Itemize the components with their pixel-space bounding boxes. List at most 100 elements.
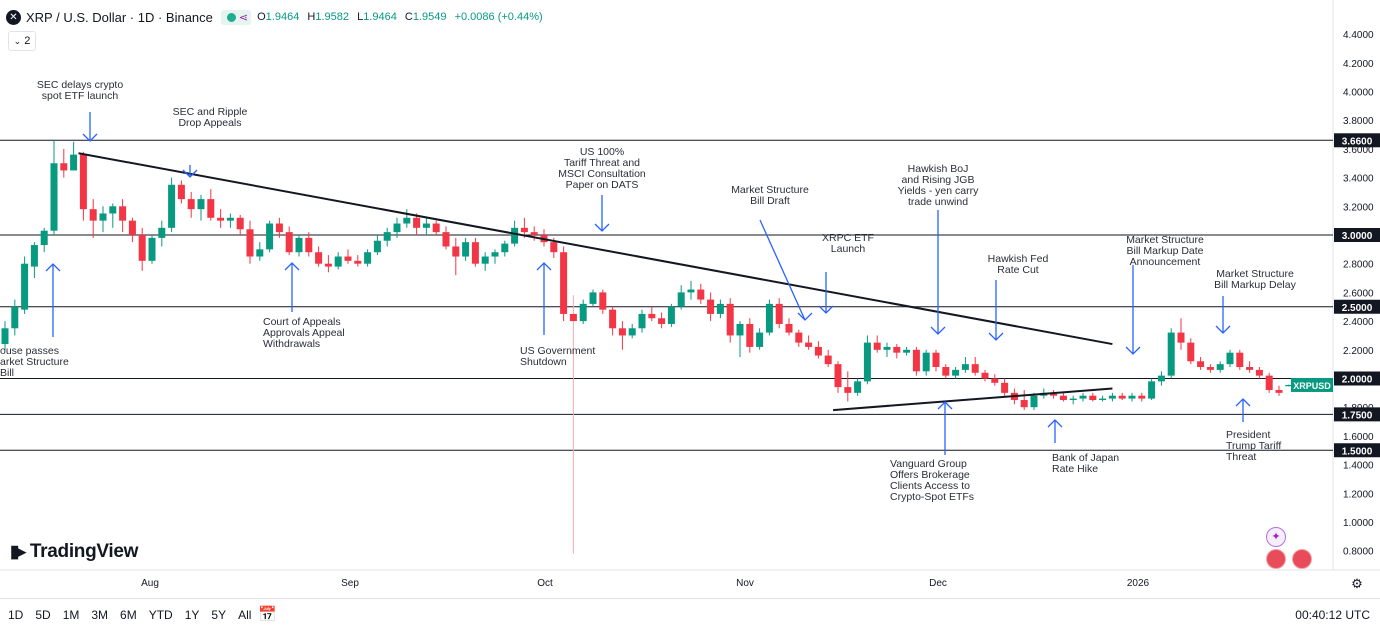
tradingview-mark-icon: ▮▸ xyxy=(10,542,26,561)
annotation-text: Offers Brokerage xyxy=(890,469,970,481)
range-ytd[interactable]: YTD xyxy=(148,608,173,622)
candle-body xyxy=(834,364,842,388)
candle-body xyxy=(932,352,940,368)
calendar-arrow-icon[interactable]: 📅 xyxy=(258,606,277,623)
candle-body xyxy=(883,346,891,350)
x-tick-label: Oct xyxy=(537,578,553,589)
tradingview-logo[interactable]: ▮▸ TradingView xyxy=(10,541,138,563)
annotation-text: Market Structure xyxy=(1126,234,1204,246)
trendline xyxy=(78,152,1113,346)
candle-body xyxy=(1275,389,1283,393)
y-tick-label: 1.0000 xyxy=(1343,518,1374,529)
candle-body xyxy=(942,367,950,376)
candle-body xyxy=(697,289,705,300)
us-flag-event-icon[interactable] xyxy=(1266,549,1286,569)
range-6m[interactable]: 6M xyxy=(120,608,137,622)
candle-body xyxy=(1069,398,1077,401)
annotation-arrowhead xyxy=(594,223,610,232)
candle-body xyxy=(1177,332,1185,343)
level-price-label: 3.0000 xyxy=(1342,231,1373,242)
annotation-arrowhead xyxy=(930,326,946,335)
candle-body xyxy=(530,232,538,235)
range-1y[interactable]: 1Y xyxy=(184,608,200,622)
annotation-text: Drop Appeals xyxy=(178,117,241,129)
candle-body xyxy=(658,318,666,324)
annotation-arrowhead xyxy=(1215,325,1231,334)
range-5d[interactable]: 5D xyxy=(35,608,51,622)
candle-body xyxy=(1236,352,1244,368)
indicator-toggle[interactable]: ⌄ 2 xyxy=(8,31,36,51)
low-value: 1.9464 xyxy=(363,11,397,23)
range-all[interactable]: All xyxy=(238,608,252,622)
annotation-arrowhead xyxy=(988,332,1004,341)
y-tick-label: 2.8000 xyxy=(1343,260,1374,271)
candle-body xyxy=(70,154,78,171)
candle-body xyxy=(687,289,695,293)
annotation-text: XRPC ETF xyxy=(822,232,874,244)
gear-icon[interactable]: ⚙ xyxy=(1351,576,1363,591)
y-tick-label: 3.8000 xyxy=(1343,116,1374,127)
annotation-text: Trump Tariff xyxy=(1226,440,1281,452)
candle-body xyxy=(177,184,185,200)
range-selector: 1D 5D 1M 3M 6M YTD 1Y 5Y All xyxy=(8,608,263,622)
annotation-arrowhead xyxy=(284,262,300,271)
candle-body xyxy=(364,252,372,264)
range-1m[interactable]: 1M xyxy=(62,608,80,622)
price-chart[interactable]: 4.4000 4.2000 4.0000 3.8000 3.6000 3.4000 3.20… xyxy=(0,0,1380,598)
candle-body xyxy=(775,303,783,324)
candle-body xyxy=(628,328,636,336)
y-tick-label: 0.8000 xyxy=(1343,547,1374,558)
share-icon: ⋖ xyxy=(238,11,249,24)
annotation-text: ouse passes xyxy=(0,345,59,357)
utc-clock[interactable]: 00:40:12 UTC xyxy=(1295,608,1370,622)
candle-body xyxy=(1148,381,1156,399)
candle-body xyxy=(334,256,342,267)
range-5y[interactable]: 5Y xyxy=(211,608,227,622)
candle-body xyxy=(1001,382,1009,393)
candle-body xyxy=(520,227,528,233)
candle-body xyxy=(550,242,558,253)
y-tick-label: 2.6000 xyxy=(1343,288,1374,299)
candle-body xyxy=(1285,384,1293,387)
annotation-text: US 100% xyxy=(580,146,624,158)
candle-body xyxy=(266,223,274,250)
candle-body xyxy=(912,349,920,372)
chevron-down-icon: ⌄ xyxy=(13,35,22,46)
candle-body xyxy=(1030,395,1038,408)
candle-body xyxy=(971,364,979,373)
annotation-text: Bill xyxy=(0,367,14,379)
us-flag-event-icon[interactable] xyxy=(1292,549,1312,569)
candle-body xyxy=(1167,332,1175,376)
level-price-tag xyxy=(1334,133,1380,148)
candle-body xyxy=(579,303,587,322)
candle-body xyxy=(1157,375,1165,382)
candle-body xyxy=(648,313,656,319)
status-chip[interactable]: ⋖ xyxy=(220,9,252,25)
candle-body xyxy=(1059,395,1067,401)
candle-body xyxy=(844,387,852,393)
y-tick-label: 4.2000 xyxy=(1343,59,1374,70)
candle-body xyxy=(197,199,205,210)
candle-body xyxy=(432,223,440,233)
candle-body xyxy=(413,217,421,228)
y-tick-label: 3.6000 xyxy=(1343,145,1374,156)
candle-body xyxy=(60,163,68,171)
close-value: 1.9549 xyxy=(412,11,447,23)
x-tick-label: 2026 xyxy=(1127,578,1150,589)
y-tick-label: 1.2000 xyxy=(1343,489,1374,500)
candle-body xyxy=(726,303,734,336)
range-1d[interactable]: 1D xyxy=(8,608,24,622)
level-price-tag xyxy=(1334,299,1380,314)
candle-body xyxy=(1138,395,1146,399)
sparkle-icon[interactable]: ✦ xyxy=(1266,527,1286,547)
symbol-title[interactable]: XRP / U.S. Dollar · 1D · Binance xyxy=(26,9,213,25)
candle-body xyxy=(1216,364,1224,370)
candle-body xyxy=(677,292,685,307)
y-tick-label: 3.2000 xyxy=(1343,202,1374,213)
y-tick-label: 3.4000 xyxy=(1343,174,1374,185)
candle-body xyxy=(30,245,38,267)
range-3m[interactable]: 3M xyxy=(91,608,109,622)
xrp-icon[interactable]: ✕ xyxy=(6,9,21,25)
annotation-text: Hawkish Fed xyxy=(988,253,1049,265)
candle-body xyxy=(589,292,597,304)
